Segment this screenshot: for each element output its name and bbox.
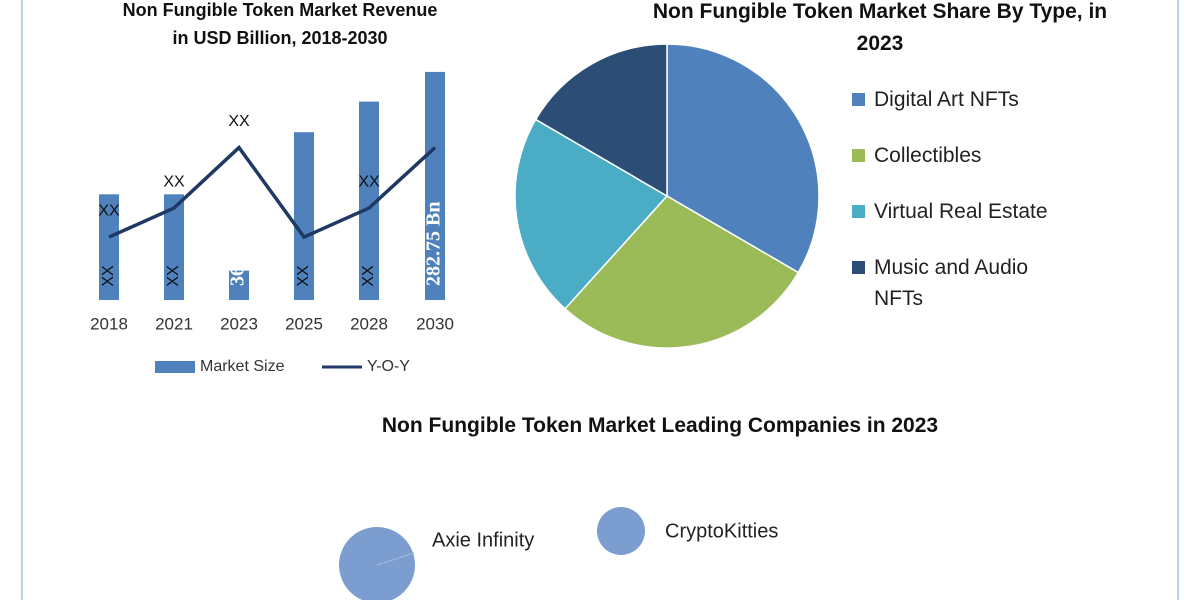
x-tick-label: 2021 — [155, 314, 193, 333]
yoy-line — [108, 144, 437, 240]
point-label: XX — [163, 173, 185, 190]
bubble-label: CryptoKitties — [665, 520, 778, 542]
bubble — [597, 507, 645, 555]
x-tick-label: 2030 — [416, 314, 454, 333]
bar — [99, 194, 119, 300]
x-tick-label: 2028 — [350, 314, 388, 333]
pie-slice — [666, 43, 820, 274]
legend-swatch — [852, 261, 865, 274]
pie-legend: Digital Art NFTs Collectibles Virtual Real… — [852, 84, 1052, 310]
x-tick-label: 2018 — [90, 314, 128, 333]
pie-slice — [534, 43, 668, 198]
bubble-chart-title: Non Fungible Token Market Leading Compan… — [381, 414, 939, 437]
bar — [229, 270, 249, 300]
legend-swatch — [852, 205, 865, 218]
pie-chart-title: Non Fungible Token Market Share By Type,… — [652, 0, 1108, 55]
x-tick-label: 2023 — [220, 314, 258, 333]
bubble — [339, 527, 415, 600]
legend-label: Collectibles — [874, 144, 982, 167]
point-label: XX — [98, 202, 120, 219]
legend-item: Collectibles — [852, 140, 1052, 196]
bar — [359, 101, 379, 300]
bar-label: XX — [295, 265, 312, 287]
pie-slice — [563, 195, 800, 349]
bar — [294, 132, 314, 300]
bar — [425, 71, 445, 300]
point-label: XX — [228, 113, 250, 130]
legend-item: Digital Art NFTs — [852, 84, 1052, 140]
bar-label: XX — [360, 265, 377, 287]
leader-line — [376, 552, 415, 566]
bar-label: XX — [100, 265, 117, 287]
pie-slice — [514, 118, 669, 310]
legend-swatch — [852, 149, 865, 162]
point-label: XX — [358, 173, 380, 190]
value-label: 282.75 Bn — [423, 202, 445, 286]
bar-label: XX — [165, 265, 182, 287]
legend-swatch — [155, 361, 195, 373]
bar-chart-title: Non Fungible Token Market Revenue in USD… — [122, 0, 438, 48]
bubble-label: Axie Infinity — [432, 529, 534, 551]
value-label: 36.44 Bn — [227, 212, 249, 286]
legend-label: Digital Art NFTs — [874, 88, 1019, 111]
bar — [164, 194, 184, 300]
legend-label: Virtual Real Estate — [874, 200, 1048, 223]
legend-swatch — [852, 93, 865, 106]
legend-label: Music and Audio NFTs — [874, 256, 1029, 310]
legend-item: Virtual Real Estate — [852, 196, 1052, 252]
legend-label: Market Size — [200, 358, 285, 375]
x-tick-label: 2025 — [285, 314, 323, 333]
legend-label: Y-O-Y — [367, 358, 410, 375]
legend-item: Music and Audio NFTs — [852, 252, 1052, 310]
